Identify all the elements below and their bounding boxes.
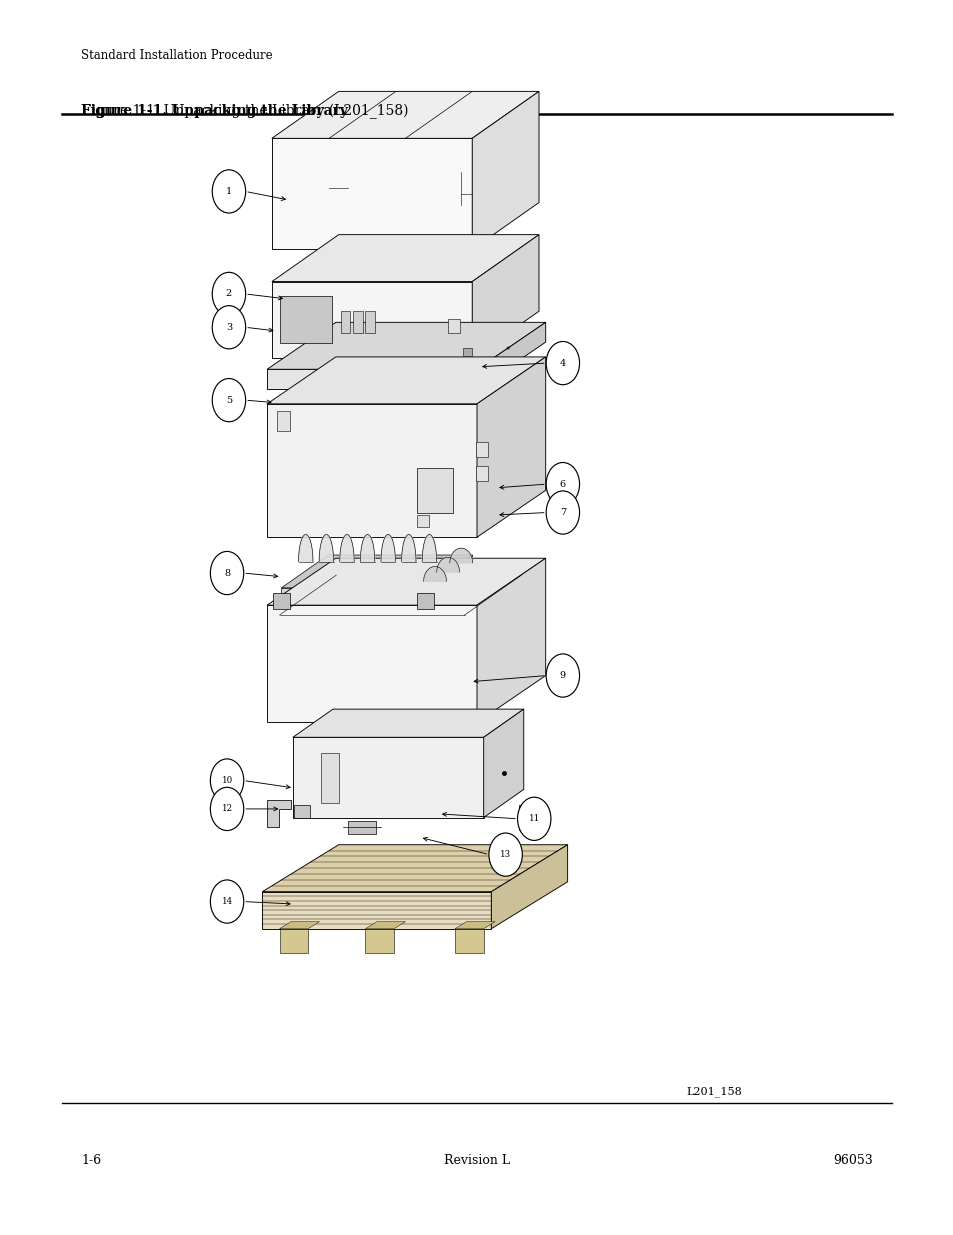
Text: 3: 3: [226, 322, 232, 332]
Text: 7: 7: [559, 508, 565, 517]
Circle shape: [212, 170, 246, 212]
Text: 6: 6: [559, 479, 565, 489]
Text: 11: 11: [528, 814, 539, 824]
Polygon shape: [279, 921, 319, 929]
Text: 10: 10: [221, 776, 233, 785]
Text: 5: 5: [226, 395, 232, 405]
Polygon shape: [267, 558, 545, 605]
Polygon shape: [293, 737, 483, 818]
Polygon shape: [365, 921, 405, 929]
Polygon shape: [472, 91, 538, 249]
Polygon shape: [272, 91, 538, 138]
Bar: [279, 296, 332, 343]
Text: 12: 12: [221, 804, 233, 814]
Text: 1-6: 1-6: [81, 1155, 101, 1167]
Text: 4: 4: [559, 358, 565, 368]
Bar: [279, 929, 308, 953]
Text: Figure 1-1. Unpacking the Library: Figure 1-1. Unpacking the Library: [81, 104, 348, 117]
Circle shape: [210, 551, 243, 594]
Bar: [476, 442, 488, 457]
Polygon shape: [293, 709, 523, 737]
Polygon shape: [483, 709, 523, 818]
Polygon shape: [449, 548, 472, 563]
Text: *: *: [505, 346, 509, 356]
Polygon shape: [347, 821, 375, 834]
Polygon shape: [423, 567, 446, 582]
Polygon shape: [455, 921, 495, 929]
Polygon shape: [401, 535, 416, 562]
Polygon shape: [267, 322, 545, 369]
Circle shape: [212, 273, 246, 315]
Circle shape: [212, 379, 246, 422]
Polygon shape: [518, 805, 537, 830]
Polygon shape: [272, 282, 472, 358]
Polygon shape: [319, 535, 334, 562]
Text: Figure 1-1. Unpacking the Library (L201_158): Figure 1-1. Unpacking the Library (L201_…: [81, 104, 408, 119]
Polygon shape: [436, 557, 459, 572]
Polygon shape: [476, 558, 545, 722]
Polygon shape: [476, 322, 545, 389]
Polygon shape: [360, 535, 375, 562]
Circle shape: [210, 788, 243, 831]
Text: L201_158: L201_158: [686, 1086, 741, 1097]
Polygon shape: [422, 535, 436, 562]
Polygon shape: [267, 404, 476, 537]
Polygon shape: [262, 845, 567, 892]
Bar: [416, 515, 429, 527]
Polygon shape: [425, 555, 472, 603]
Circle shape: [517, 798, 551, 840]
Polygon shape: [294, 805, 310, 818]
Polygon shape: [267, 369, 476, 389]
Bar: [365, 311, 375, 333]
Circle shape: [545, 655, 578, 697]
Text: 2: 2: [226, 289, 232, 299]
Bar: [455, 929, 483, 953]
Polygon shape: [272, 138, 472, 249]
Bar: [416, 468, 453, 513]
Bar: [448, 319, 459, 333]
Polygon shape: [339, 535, 354, 562]
Bar: [365, 929, 394, 953]
Circle shape: [545, 342, 578, 385]
Polygon shape: [281, 588, 425, 603]
Bar: [276, 411, 290, 431]
Polygon shape: [272, 235, 538, 282]
Text: 1: 1: [226, 186, 232, 196]
Circle shape: [210, 879, 243, 924]
Text: Revision L: Revision L: [443, 1155, 510, 1167]
Polygon shape: [273, 593, 290, 609]
Polygon shape: [262, 892, 491, 929]
Text: Standard Installation Procedure: Standard Installation Procedure: [81, 49, 273, 63]
Circle shape: [212, 306, 246, 348]
Text: 13: 13: [499, 850, 511, 860]
Text: 96053: 96053: [832, 1155, 872, 1167]
Circle shape: [545, 463, 578, 506]
Bar: [321, 753, 338, 803]
Polygon shape: [281, 555, 472, 588]
Polygon shape: [298, 535, 313, 562]
Polygon shape: [267, 800, 291, 827]
Polygon shape: [380, 535, 395, 562]
Polygon shape: [472, 235, 538, 358]
Text: 14: 14: [221, 897, 233, 906]
Polygon shape: [476, 357, 545, 537]
Bar: [476, 467, 488, 482]
Polygon shape: [491, 845, 567, 929]
Polygon shape: [267, 357, 545, 404]
Polygon shape: [267, 605, 476, 722]
Polygon shape: [416, 593, 434, 609]
Circle shape: [488, 832, 522, 877]
Circle shape: [545, 492, 578, 535]
Bar: [353, 311, 362, 333]
Circle shape: [210, 758, 243, 803]
Bar: [340, 311, 350, 333]
Text: 8: 8: [224, 568, 230, 578]
Bar: [462, 348, 472, 356]
Text: 9: 9: [559, 671, 565, 680]
